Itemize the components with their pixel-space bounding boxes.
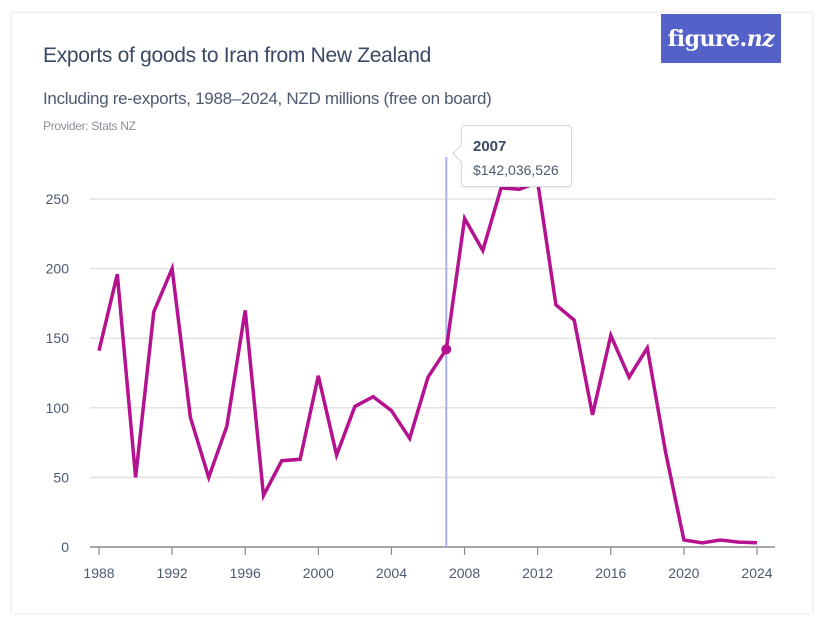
x-tick-label: 1996 xyxy=(230,565,261,581)
data-point-1998[interactable] xyxy=(276,455,288,467)
logo-text: figure. xyxy=(667,25,747,52)
y-tick-label: 50 xyxy=(53,469,69,485)
data-point-2018[interactable] xyxy=(641,342,653,354)
data-point-2015[interactable] xyxy=(587,409,599,421)
y-tick-label: 250 xyxy=(46,191,70,207)
data-point-2000[interactable] xyxy=(312,370,324,382)
x-tick-label: 1988 xyxy=(83,565,114,581)
x-axis-labels: 1988 1992 1996 2000 2004 2008 2012 2016 2020 2024 xyxy=(83,565,772,581)
x-tick-label: 2004 xyxy=(376,565,407,581)
data-point-2017[interactable] xyxy=(623,371,635,383)
y-tick-label: 100 xyxy=(46,400,70,416)
y-tick-label: 200 xyxy=(46,261,70,277)
x-tick-label: 2024 xyxy=(741,565,772,581)
data-point-2002[interactable] xyxy=(349,400,361,412)
data-point-2021[interactable] xyxy=(696,537,708,549)
data-tooltip: 2007 $142,036,526 xyxy=(461,125,572,187)
data-point-1999[interactable] xyxy=(294,453,306,465)
x-tick-label: 2016 xyxy=(595,565,626,581)
data-point-2005[interactable] xyxy=(404,432,416,444)
data-point-2020[interactable] xyxy=(678,534,690,546)
gridlines xyxy=(90,198,775,479)
series-line-exports[interactable] xyxy=(97,179,758,545)
data-point-1995[interactable] xyxy=(221,420,233,432)
x-tick-label: 2008 xyxy=(449,565,480,581)
y-axis-labels: 0 50 100 150 200 250 xyxy=(46,191,70,555)
data-point-2022[interactable] xyxy=(714,534,726,546)
chart-title: Exports of goods to Iran from New Zealan… xyxy=(43,44,432,67)
data-point-2009[interactable] xyxy=(477,245,489,257)
data-point-1989[interactable] xyxy=(111,268,123,280)
data-point-1988[interactable] xyxy=(93,345,105,357)
data-point-1992[interactable] xyxy=(166,263,178,275)
data-point-1996[interactable] xyxy=(239,304,251,316)
data-point-2019[interactable] xyxy=(660,446,672,458)
data-point-1991[interactable] xyxy=(148,306,160,318)
y-tick-label: 0 xyxy=(61,539,69,555)
x-tick-label: 2012 xyxy=(522,565,553,581)
data-point-1997[interactable] xyxy=(258,489,270,501)
highlight-point[interactable] xyxy=(441,344,452,355)
data-point-2006[interactable] xyxy=(422,371,434,383)
data-point-1994[interactable] xyxy=(203,471,215,483)
data-point-2004[interactable] xyxy=(385,405,397,417)
provider-label: Provider: Stats NZ xyxy=(43,119,136,133)
data-point-2024[interactable] xyxy=(751,537,763,549)
data-point-2003[interactable] xyxy=(367,391,379,403)
figure-nz-logo[interactable]: figure. nz xyxy=(661,14,781,63)
x-axis xyxy=(90,546,775,555)
x-tick-label: 2020 xyxy=(668,565,699,581)
tooltip-value: $142,036,526 xyxy=(473,162,559,178)
y-tick-label: 150 xyxy=(46,330,70,346)
data-point-2014[interactable] xyxy=(568,314,580,326)
data-point-2013[interactable] xyxy=(550,299,562,311)
data-points xyxy=(93,176,763,549)
chart-subtitle: Including re-exports, 1988–2024, NZD mil… xyxy=(43,89,492,108)
x-tick-label: 2000 xyxy=(303,565,334,581)
x-tick-label: 1992 xyxy=(157,565,188,581)
logo-text-italic: nz xyxy=(746,25,775,52)
data-point-1990[interactable] xyxy=(130,471,142,483)
tooltip-year: 2007 xyxy=(473,138,507,155)
data-point-2016[interactable] xyxy=(605,329,617,341)
data-point-1993[interactable] xyxy=(184,412,196,424)
data-point-2023[interactable] xyxy=(733,536,745,548)
data-point-2001[interactable] xyxy=(331,449,343,461)
data-point-2008[interactable] xyxy=(459,212,471,224)
